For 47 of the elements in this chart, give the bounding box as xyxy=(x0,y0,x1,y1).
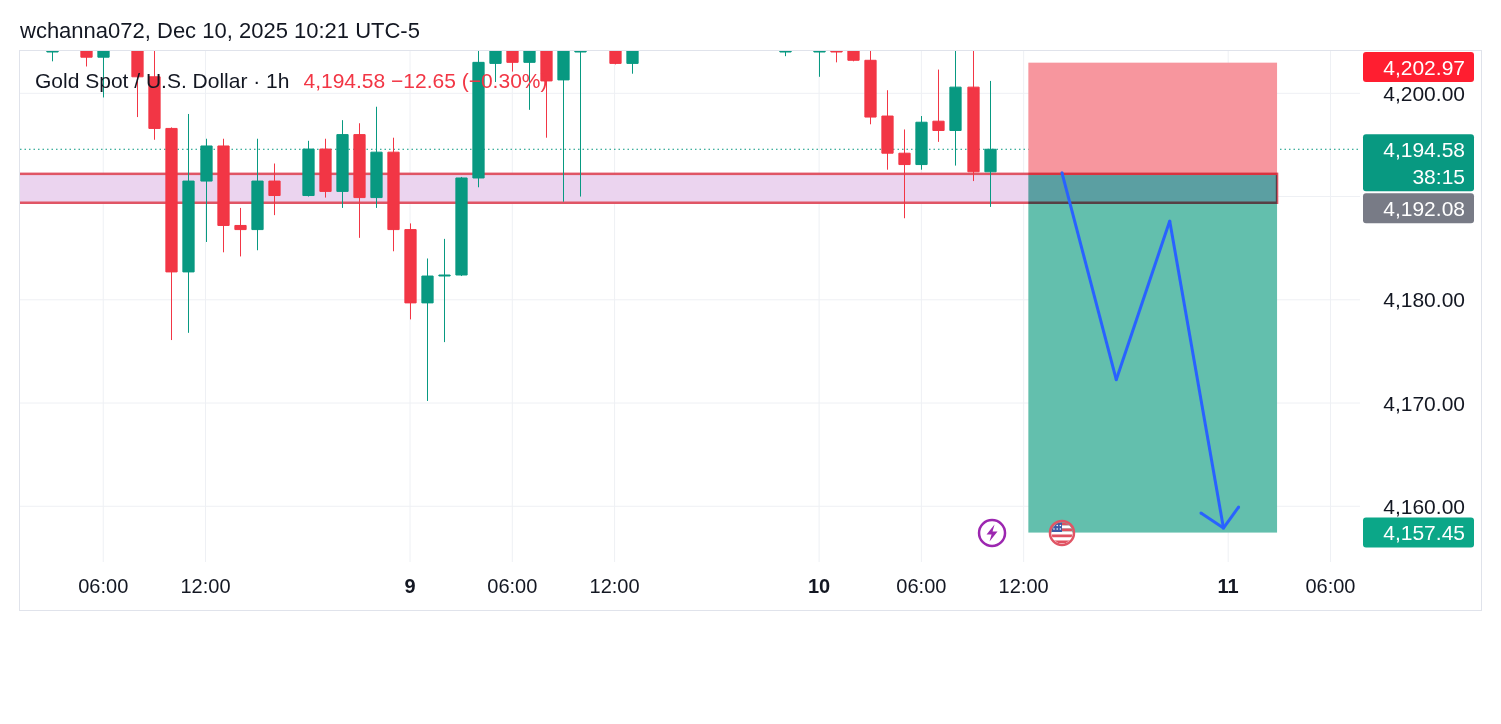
candlestick xyxy=(421,258,434,402)
candlestick xyxy=(268,163,281,216)
text: 38:15 xyxy=(1412,164,1465,188)
x-tick-label: 11 xyxy=(1217,575,1239,597)
candlestick xyxy=(779,51,792,57)
candlestick xyxy=(830,51,843,63)
candlestick xyxy=(881,89,894,171)
x-tick-label: 12:00 xyxy=(589,575,640,597)
candlestick xyxy=(455,176,468,277)
candlestick xyxy=(80,51,93,67)
candlestick xyxy=(131,51,144,118)
candlestick xyxy=(932,69,945,143)
candlestick xyxy=(217,138,230,253)
candlestick xyxy=(609,51,622,65)
candlestick xyxy=(898,128,911,219)
candlestick xyxy=(234,207,247,257)
candlestick xyxy=(847,51,860,62)
candlestick xyxy=(319,138,332,199)
text: 4,157.45 xyxy=(1383,521,1465,545)
x-tick-label: 06:00 xyxy=(78,575,129,597)
candlestick xyxy=(438,238,451,343)
x-tick-label: 06:00 xyxy=(896,575,947,597)
candlestick xyxy=(46,51,59,62)
text: 4,192.08 xyxy=(1383,196,1465,220)
x-tick-label: 12:00 xyxy=(180,575,231,597)
ref-line-label: 4,194.58 xyxy=(1383,137,1465,161)
x-tick-label: 10 xyxy=(807,575,831,597)
text: wchanna072, Dec 10, 2025 10:21 UTC-5 xyxy=(19,17,420,43)
candlestick xyxy=(165,126,178,341)
candlestick xyxy=(370,106,383,209)
candlestick xyxy=(387,137,400,252)
x-tick-label: 9 xyxy=(404,575,416,597)
candlestick xyxy=(404,222,417,320)
candlestick xyxy=(864,51,877,125)
y-tick-label: 4,180.00 xyxy=(1383,288,1465,312)
y-tick-label: 4,160.00 xyxy=(1383,494,1465,518)
candlestick xyxy=(967,51,980,182)
candlestick xyxy=(813,51,826,78)
x-tick-label: 06:00 xyxy=(1305,575,1356,597)
candlestick xyxy=(353,122,366,239)
candlestick xyxy=(506,51,519,73)
y-tick-label: 4,200.00 xyxy=(1383,81,1465,105)
candlestick xyxy=(626,51,639,75)
y-tick-label: 4,170.00 xyxy=(1383,391,1465,415)
x-tick-label: 12:00 xyxy=(998,575,1049,597)
x-tick-label: 06:00 xyxy=(487,575,538,597)
text: 4,202.97 xyxy=(1383,55,1465,79)
